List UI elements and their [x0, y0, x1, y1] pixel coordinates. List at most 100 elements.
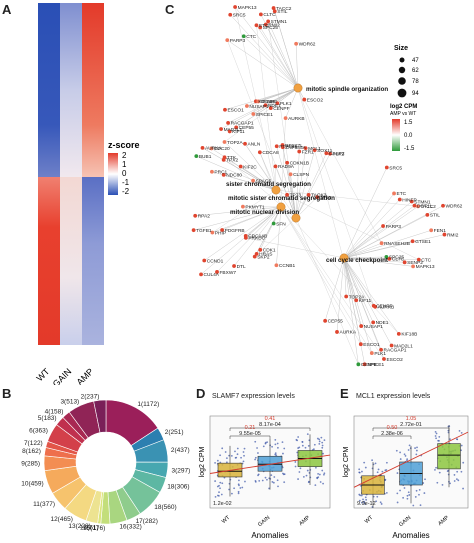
- data-point: [412, 504, 415, 507]
- data-point: [364, 496, 367, 499]
- data-point: [424, 478, 426, 481]
- gene-node: [441, 203, 445, 208]
- gene-node: [243, 235, 248, 240]
- data-point: [404, 455, 407, 457]
- gene-node: [280, 143, 285, 147]
- data-point: [453, 480, 456, 482]
- gene-label: FBXW7: [220, 270, 237, 276]
- heatmap-legend-tick: 2: [122, 151, 127, 160]
- gene-node: [256, 99, 261, 104]
- gene-node: [191, 228, 196, 233]
- hub-node: [271, 185, 281, 195]
- gene-node: [209, 146, 214, 151]
- gene-node: [425, 212, 430, 217]
- gene-label: CENPF: [273, 106, 289, 112]
- data-point: [302, 475, 305, 478]
- comparison-bracket: [229, 435, 271, 439]
- network-nodes: [191, 5, 447, 367]
- network-panel: SPC25SRC5ETCPARP3STMN1CTCTACC2CLTCSTILRM…: [191, 5, 463, 368]
- data-point: [237, 492, 240, 495]
- gene-node: [384, 255, 389, 259]
- y-axis-label: log2 CPM: [343, 446, 350, 477]
- network-edge: [336, 257, 345, 332]
- gene-label: CDK1: [263, 248, 276, 254]
- pie-slice-label: 17(282): [136, 518, 158, 525]
- data-point: [316, 437, 319, 440]
- data-point: [319, 481, 322, 483]
- gene-node: [382, 357, 386, 361]
- data-point: [403, 453, 406, 456]
- trend-line: [353, 431, 469, 488]
- gene-label: WDR62: [446, 204, 463, 210]
- data-point: [317, 472, 320, 475]
- gene-node: [271, 221, 276, 226]
- data-point: [323, 472, 326, 475]
- data-point: [436, 481, 439, 484]
- gene-label: AURKA: [205, 146, 222, 152]
- gene-label: STIL: [430, 213, 440, 219]
- network-edge: [343, 201, 412, 259]
- comparison-bracket: [372, 435, 412, 439]
- gene-label: RMI2: [268, 22, 280, 28]
- data-point: [266, 441, 269, 444]
- gene-node: [275, 101, 280, 106]
- pie-slice-label: 1(1172): [137, 401, 159, 408]
- hub-node: [339, 253, 349, 263]
- data-point: [271, 445, 273, 448]
- data-point: [423, 492, 426, 494]
- gene-node: [232, 264, 236, 268]
- gene-node: [263, 103, 268, 108]
- size-legend-dot: [397, 88, 407, 98]
- gene-label: NDE1: [268, 103, 281, 109]
- hub-label: mitotic spindle organization: [306, 86, 388, 93]
- data-point: [268, 487, 271, 490]
- network-edge: [343, 230, 432, 259]
- data-point: [313, 443, 316, 446]
- gene-label: TP73: [290, 193, 302, 199]
- gene-node: [396, 331, 401, 336]
- gene-label: KIF18B: [401, 332, 417, 338]
- network-edge: [295, 153, 331, 219]
- data-point: [294, 465, 297, 468]
- data-point: [298, 471, 301, 473]
- network-edge: [343, 257, 357, 301]
- data-point: [321, 469, 324, 472]
- data-point: [399, 489, 401, 492]
- data-point: [435, 437, 437, 440]
- pvalue-label: 2.72e-01: [400, 422, 422, 428]
- effect-size-label: 0.41: [265, 416, 276, 422]
- data-point: [396, 501, 399, 504]
- data-point: [361, 470, 363, 473]
- x-tick-label: GAIN: [398, 515, 412, 528]
- gene-node: [384, 165, 389, 170]
- data-point: [414, 496, 417, 498]
- gene-label: PARP3: [230, 38, 246, 44]
- data-point: [379, 501, 382, 504]
- network-edge: [280, 206, 372, 354]
- color-legend-tick: 1.5: [404, 120, 413, 126]
- gene-label: CCNB1: [279, 263, 296, 269]
- data-point: [270, 474, 273, 477]
- hub-label: cell cycle checkpoint: [326, 257, 388, 264]
- pie-slice-label: 2(237): [81, 393, 100, 400]
- gene-label: RPS27L: [285, 143, 303, 149]
- gene-node: [257, 150, 262, 155]
- data-point: [371, 459, 373, 462]
- gene-label: PRKDC: [248, 236, 265, 242]
- network-edge: [236, 87, 299, 128]
- gene-node: [268, 106, 273, 110]
- network-edge: [244, 143, 297, 219]
- network-edge: [285, 87, 299, 119]
- pie-slice-label: 14(61): [80, 525, 99, 532]
- data-point: [294, 461, 297, 463]
- network-edge: [259, 152, 277, 191]
- gene-node: [258, 12, 263, 17]
- gene-node: [285, 192, 289, 197]
- data-point: [320, 436, 323, 439]
- gene-label: ESCO1: [363, 342, 380, 348]
- x-tick-label: WT: [364, 515, 375, 526]
- data-point: [230, 454, 233, 457]
- x-tick-label: GAIN: [257, 515, 271, 528]
- pie-slice-label: 16(332): [119, 524, 141, 531]
- data-point: [236, 453, 239, 456]
